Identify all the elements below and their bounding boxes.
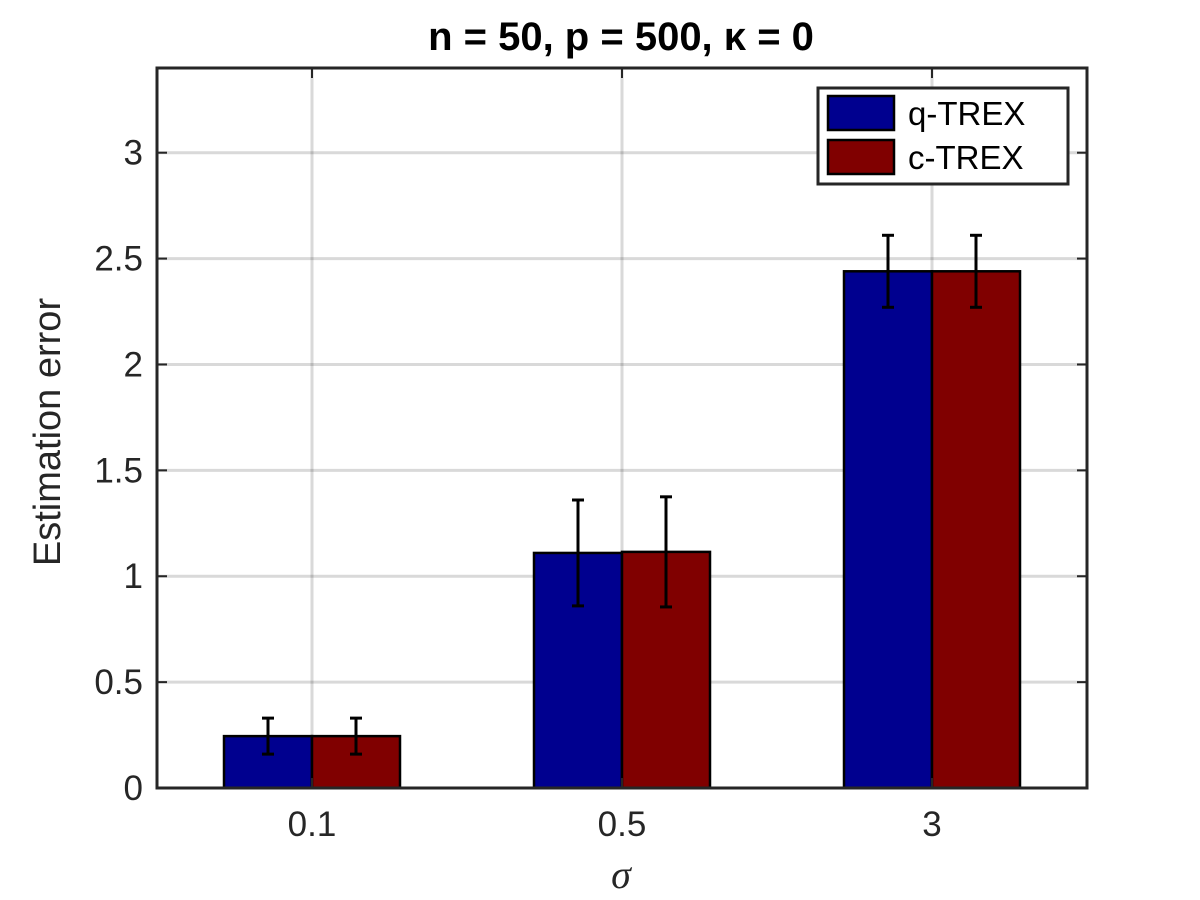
y-tick-label: 0.5 — [94, 663, 143, 702]
legend-label-c-trex: c-TREX — [908, 139, 1024, 176]
legend-label-q-trex: q-TREX — [908, 95, 1025, 132]
legend: q-TREX c-TREX — [816, 86, 1070, 186]
bar-q-trex-3 — [842, 270, 934, 790]
x-tick-label: 0.5 — [598, 805, 647, 844]
y-tick-label: 1.5 — [94, 451, 143, 490]
y-tick-label: 0 — [124, 769, 143, 808]
x-axis-label: σ — [611, 852, 632, 897]
x-tick-label: 3 — [922, 805, 941, 844]
x-ticks: 0.1 0.5 3 — [288, 68, 942, 844]
error-bars — [262, 233, 982, 756]
legend-swatch-q-trex — [826, 94, 896, 132]
y-tick-label: 2 — [124, 345, 143, 384]
error-bar-q-trex-3 — [882, 233, 894, 309]
error-bar-c-trex-0.5 — [660, 495, 672, 609]
y-tick-label: 1 — [124, 557, 143, 596]
y-tick-label: 3 — [124, 134, 143, 173]
error-bar-q-trex-0.1 — [262, 716, 274, 756]
bar-c-trex-3 — [930, 270, 1022, 790]
y-tick-label: 2.5 — [94, 240, 143, 279]
chart-title: n = 50, p = 500, κ = 0 — [428, 15, 814, 59]
y-axis-label: Estimation error — [27, 298, 69, 567]
error-bar-q-trex-0.5 — [572, 498, 584, 608]
error-bar-c-trex-0.1 — [350, 716, 362, 756]
x-tick-label: 0.1 — [288, 805, 337, 844]
legend-swatch-c-trex — [826, 138, 896, 176]
error-bar-c-trex-3 — [970, 233, 982, 309]
y-ticks: 0 0.5 1 1.5 2 2.5 3 — [94, 134, 1087, 808]
